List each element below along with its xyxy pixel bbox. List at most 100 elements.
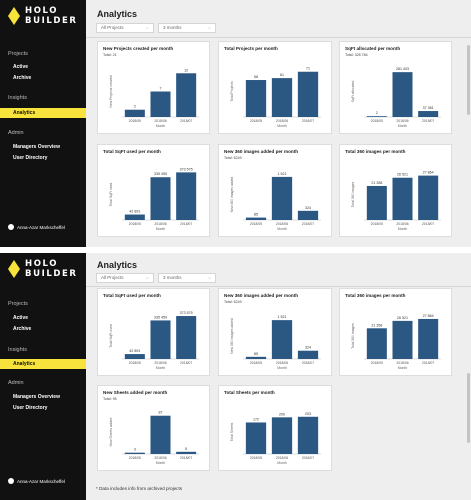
- y-axis-label: Total 360 images: [351, 181, 355, 207]
- x-tick-label: 2018/05: [129, 361, 141, 365]
- project-filter-select[interactable]: All Projects ⌵: [96, 23, 154, 33]
- chevron-down-icon: ⌵: [207, 25, 211, 30]
- bar: [245, 422, 267, 454]
- x-tick-label: 2018/06: [276, 361, 288, 365]
- data-label: 21 358: [371, 323, 382, 327]
- scrollbar[interactable]: [467, 373, 470, 443]
- chart-title: Total Sheets per month: [224, 390, 275, 395]
- chevron-down-icon: ⌵: [145, 275, 149, 280]
- bar: [176, 172, 197, 220]
- project-filter-select[interactable]: All Projects ⌵: [96, 273, 154, 283]
- x-tick-label: 2018/05: [371, 222, 383, 226]
- data-label: 2: [376, 111, 378, 115]
- sidebar-item-user-directory[interactable]: User Directory: [13, 155, 48, 161]
- period-filter-select[interactable]: 3 months ⌵: [158, 273, 216, 283]
- bar: [124, 452, 145, 454]
- data-label: 27 864: [423, 171, 434, 175]
- chart-title: Total SqFt used per month: [103, 149, 161, 154]
- bar-chart: New Projects created 2 2018/05 7 2018/06 12 20…: [109, 68, 199, 128]
- bar-chart: New Sheets added 3 2018/05 87 2018/06 5 2018/0…: [109, 411, 199, 465]
- data-label: 335 459: [154, 172, 167, 176]
- x-tick-label: 2018/06: [396, 361, 408, 365]
- brand-line1: HOLO: [25, 6, 59, 16]
- x-tick-label: 2018/06: [154, 456, 166, 460]
- screenshot-top: HOLO BUILDER Projects Active Archive Insi…: [0, 0, 471, 247]
- chart-card-total-sqft-used: Total SqFt used per month Total SqFt used…: [97, 144, 210, 237]
- sidebar-item-analytics[interactable]: Analytics: [0, 359, 86, 369]
- bar: [150, 177, 171, 220]
- y-axis-label: New 360 images added: [230, 177, 234, 213]
- y-axis-label: Total SqFt used: [109, 183, 113, 207]
- data-label: 373 575: [180, 167, 193, 171]
- sidebar-item-active[interactable]: Active: [13, 315, 29, 321]
- nav-group-projects: Projects: [8, 301, 28, 307]
- bar: [245, 217, 267, 220]
- data-label: 3: [134, 448, 136, 452]
- sidebar-item-analytics[interactable]: Analytics: [0, 108, 86, 118]
- chart-total: Total: 6249: [224, 156, 242, 160]
- chart-title: Total SqFt used per month: [103, 293, 161, 298]
- chart-card-new-projects: New Projects created per month Total: 21 N…: [97, 41, 210, 134]
- chart-card-total-360-images: Total 360 images per month Total 360 imag…: [339, 288, 452, 376]
- x-tick-label: 2018/06: [276, 119, 288, 123]
- data-label: 85: [254, 213, 258, 217]
- bar-chart: Total SqFt used 42 891 2018/05 335 459 2018/…: [109, 311, 199, 370]
- x-tick-label: 2018/05: [129, 222, 141, 226]
- data-label: 12: [184, 68, 188, 72]
- data-label: 200: [279, 412, 285, 416]
- data-label: 203: [305, 412, 311, 416]
- user-menu[interactable]: Anna-Azar Markscheffel: [8, 478, 65, 484]
- scrollbar[interactable]: [467, 45, 470, 115]
- sidebar-item-archive[interactable]: Archive: [13, 75, 32, 81]
- bar: [176, 451, 197, 454]
- x-tick-label: 2018/06: [276, 222, 288, 226]
- x-axis-label: Month: [156, 366, 166, 370]
- bar-chart: Total Sheets 172 2018/05 200 2018/06 203 2018/…: [230, 412, 321, 465]
- x-tick-label: 2018/07: [302, 119, 314, 123]
- bar: [297, 71, 319, 117]
- brand-logo[interactable]: HOLO BUILDER: [8, 259, 78, 279]
- x-tick-label: 2018/06: [276, 456, 288, 460]
- nav-group-insights: Insights: [8, 347, 27, 353]
- x-axis-label: Month: [277, 461, 287, 465]
- brand-line2: BUILDER: [25, 15, 78, 26]
- chart-card-new-sheets: New Sheets added per month Total: 95 New S…: [97, 385, 210, 471]
- screenshot-bottom: HOLO BUILDER Projects Active Archive Insi…: [0, 253, 471, 500]
- x-tick-label: 2018/07: [180, 222, 192, 226]
- bar-chart: Total SqFt used 42 891 2018/05 335 459 2018/…: [109, 167, 199, 231]
- chart-card-total-360-images: Total 360 images per month Total 360 imag…: [339, 144, 452, 237]
- data-label: 1 521: [278, 172, 287, 176]
- sidebar-item-managers-overview[interactable]: Managers Overview: [13, 394, 60, 400]
- header-divider: [86, 286, 471, 287]
- sidebar-item-user-directory[interactable]: User Directory: [13, 405, 48, 411]
- header-divider: [86, 37, 471, 38]
- x-tick-label: 2018/07: [180, 119, 192, 123]
- bar: [366, 328, 387, 359]
- x-axis-label: Month: [398, 227, 408, 231]
- data-label: 2: [134, 105, 136, 109]
- sidebar: HOLO BUILDER Projects Active Archive Insi…: [0, 0, 86, 247]
- data-label: 324: [305, 346, 311, 350]
- project-filter-value: All Projects: [101, 275, 124, 280]
- brand-logo[interactable]: HOLO BUILDER: [8, 6, 78, 26]
- bar: [418, 111, 439, 117]
- x-tick-label: 2018/07: [302, 456, 314, 460]
- data-label: 172: [253, 417, 259, 421]
- user-name: Anna-Azar Markscheffel: [17, 478, 65, 484]
- x-tick-label: 2018/06: [154, 119, 166, 123]
- sidebar-item-managers-overview[interactable]: Managers Overview: [13, 144, 60, 150]
- sidebar-item-archive[interactable]: Archive: [13, 326, 32, 332]
- bar: [297, 350, 319, 359]
- page-title: Analytics: [97, 260, 138, 270]
- period-filter-value: 3 months: [163, 25, 182, 30]
- period-filter-select[interactable]: 3 months ⌵: [158, 23, 216, 33]
- user-menu[interactable]: Anna-Azar Markscheffel: [8, 224, 65, 230]
- nav-group-insights: Insights: [8, 95, 27, 101]
- sidebar-item-active[interactable]: Active: [13, 64, 29, 70]
- nav-group-admin: Admin: [8, 380, 24, 386]
- data-label: 324: [305, 206, 311, 210]
- chart-title: New 360 images added per month: [224, 149, 299, 154]
- bar: [271, 417, 293, 454]
- x-tick-label: 2018/07: [302, 361, 314, 365]
- bar: [271, 78, 293, 117]
